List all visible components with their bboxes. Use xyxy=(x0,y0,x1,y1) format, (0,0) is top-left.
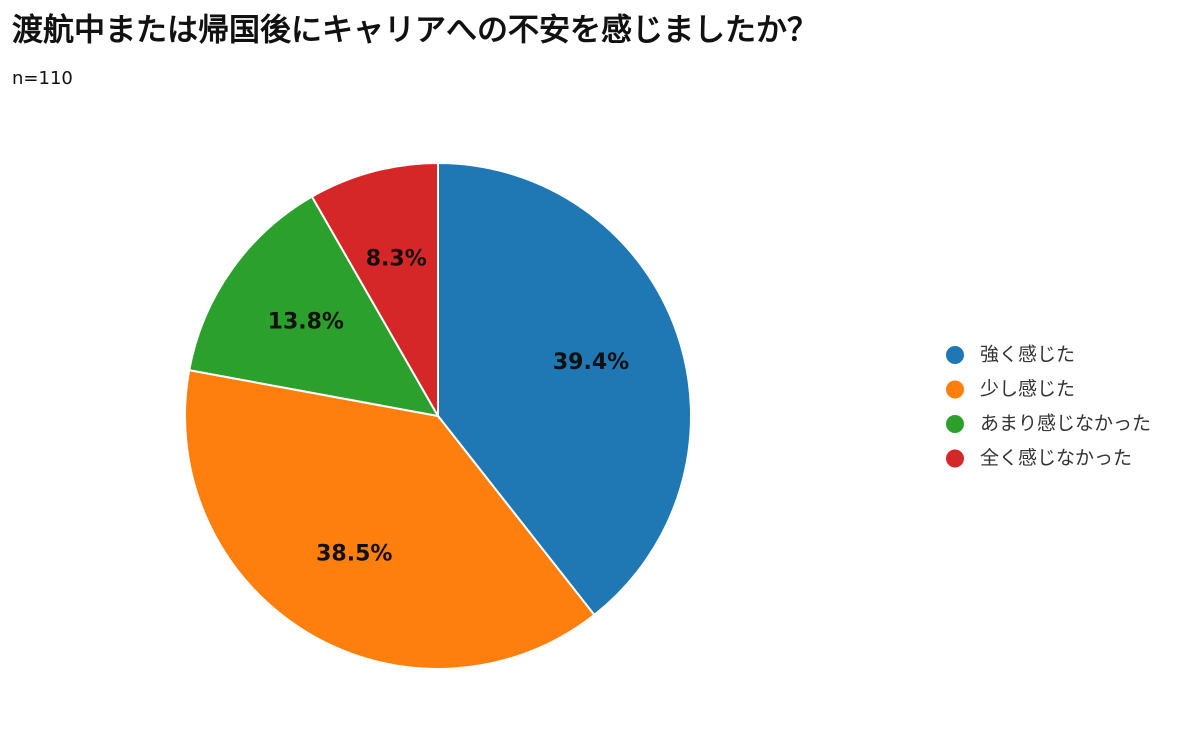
slice-label: 8.3% xyxy=(366,247,427,272)
pie-slice xyxy=(437,161,692,617)
legend-label: 強く感じた xyxy=(980,344,1075,366)
legend-label: あまり感じなかった xyxy=(980,413,1151,435)
legend-marker xyxy=(946,449,964,468)
slice-label: 39.4% xyxy=(553,350,629,375)
legend-marker xyxy=(946,380,964,399)
slice-label: 13.8% xyxy=(268,309,344,334)
legend-marker xyxy=(946,346,964,364)
legend-marker xyxy=(946,415,964,433)
pie-slice xyxy=(184,368,596,670)
legend-label: 少し感じた xyxy=(980,378,1075,400)
pie-slice xyxy=(188,195,440,418)
chart-subtitle: n=110 xyxy=(12,68,73,89)
pie-slice xyxy=(310,161,439,420)
slice-label: 38.5% xyxy=(316,542,392,567)
legend-label: 全く感じなかった xyxy=(980,447,1132,469)
chart-title: 渡航中または帰国後にキャリアへの不安を感じましたか？ xyxy=(12,13,818,49)
